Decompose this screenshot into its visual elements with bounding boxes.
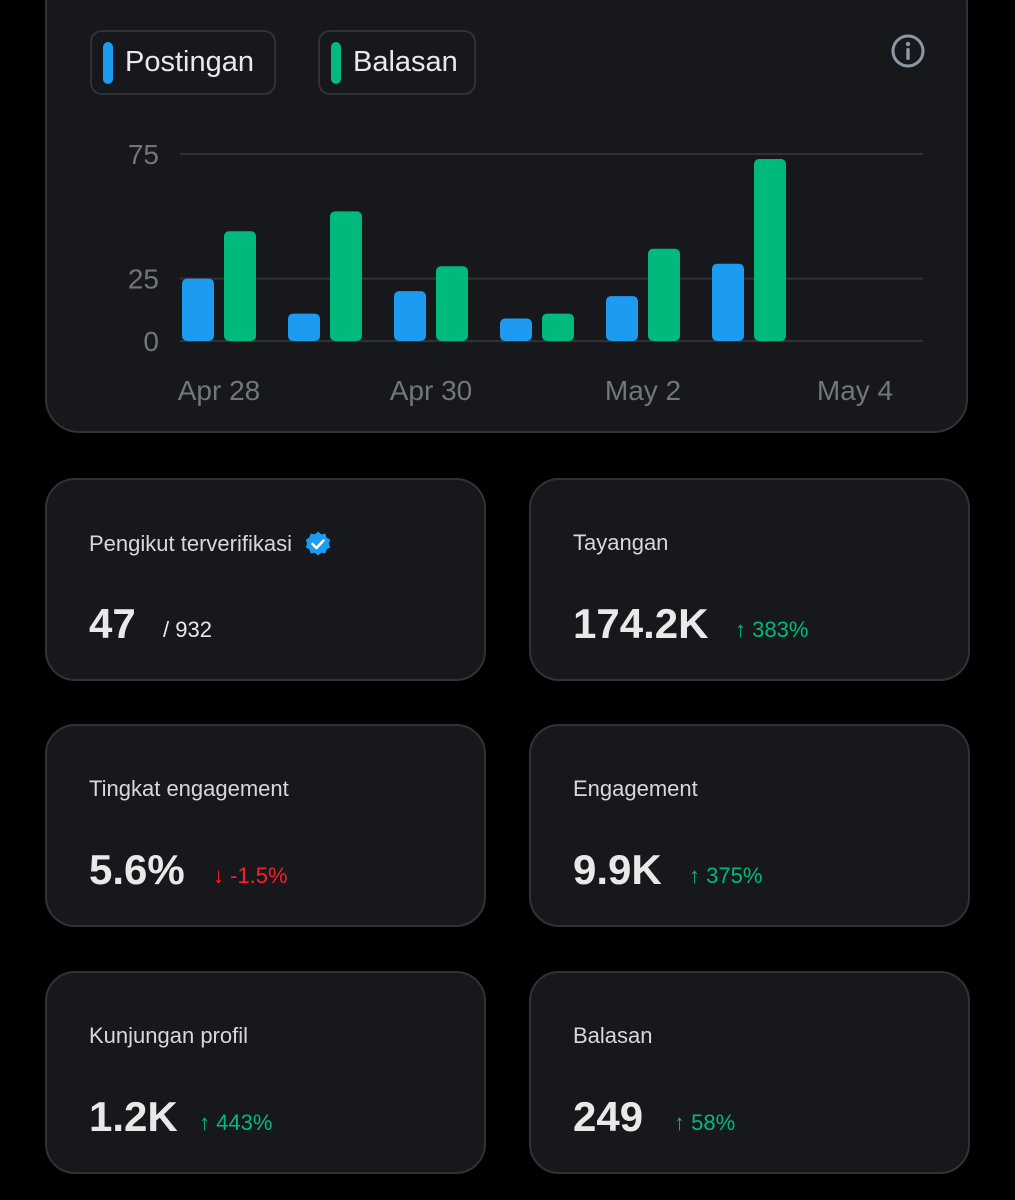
bar-balasan[interactable] (542, 313, 574, 341)
card-change: ↑ 383% (735, 617, 808, 643)
card-title: Balasan (573, 1023, 653, 1049)
bar-chart: 0 25 75 Apr 28 Apr 30 May 2 May 4 (128, 139, 923, 406)
y-tick-label: 25 (128, 264, 159, 295)
bar-postingan[interactable] (394, 291, 426, 341)
card-value: 174.2K (573, 600, 709, 647)
card-title-text: Kunjungan profil (89, 1023, 249, 1048)
change-text: 443% (216, 1110, 273, 1135)
card-views[interactable]: Tayangan 174.2K ↑ 383% (529, 478, 970, 681)
card-value: 1.2K (89, 1093, 178, 1140)
bar-postingan[interactable] (712, 263, 744, 341)
bar-balasan[interactable] (436, 266, 468, 341)
card-title-text: Tayangan (573, 530, 669, 555)
card-change: ↓ -1.5% (213, 863, 288, 889)
card-title: Pengikut terverifikasi (89, 530, 332, 558)
bar-balasan[interactable] (754, 158, 786, 341)
legend-swatch-balasan (331, 41, 341, 84)
arrow-up-icon: ↑ (674, 1110, 685, 1135)
x-tick-label: May 4 (817, 375, 893, 406)
bar-postingan[interactable] (182, 278, 214, 341)
card-title: Engagement (573, 776, 698, 802)
card-replies[interactable]: Balasan 249 ↑ 58% (529, 971, 970, 1174)
card-engagement[interactable]: Engagement 9.9K ↑ 375% (529, 724, 970, 927)
arrow-up-icon: ↑ (735, 617, 746, 642)
card-title: Tayangan (573, 530, 668, 556)
arrow-up-icon: ↑ (689, 863, 700, 888)
card-title-text: Balasan (573, 1023, 653, 1048)
x-tick-label: Apr 30 (390, 375, 473, 406)
card-value: 9.9K (573, 846, 662, 893)
card-profile-visits[interactable]: Kunjungan profil 1.2K ↑ 443% (45, 971, 486, 1174)
bar-postingan[interactable] (606, 296, 638, 341)
bar-balasan[interactable] (224, 231, 256, 341)
change-text: -1.5% (230, 863, 288, 888)
x-tick-label: Apr 28 (178, 375, 261, 406)
x-tick-label: May 2 (605, 375, 681, 406)
card-verified-followers[interactable]: Pengikut terverifikasi 47 / 932 (45, 478, 486, 681)
card-title-text: Pengikut terverifikasi (89, 531, 292, 556)
change-text: 383% (752, 617, 809, 642)
card-value: 5.6% (89, 846, 185, 893)
info-circle-icon[interactable] (890, 33, 926, 69)
card-value: 47 (89, 600, 136, 647)
card-title-text: Tingkat engagement (89, 776, 289, 801)
arrow-up-icon: ↑ (199, 1110, 210, 1135)
card-subvalue: / 932 (163, 617, 212, 642)
y-tick-label: 75 (128, 139, 159, 170)
y-tick-label: 0 (143, 326, 159, 357)
card-engagement-rate[interactable]: Tingkat engagement 5.6% ↓ -1.5% (45, 724, 486, 927)
verified-badge-icon (305, 531, 331, 556)
card-title: Kunjungan profil (89, 1023, 248, 1049)
card-change: ↑ 375% (689, 863, 762, 889)
legend-label-balasan: Balasan (353, 46, 458, 78)
legend-balasan-button[interactable]: Balasan (318, 30, 476, 95)
change-text: 58% (691, 1110, 736, 1135)
bar-postingan[interactable] (500, 318, 532, 341)
bar-balasan[interactable] (648, 248, 680, 341)
bar-balasan[interactable] (330, 211, 362, 341)
bar-postingan[interactable] (288, 313, 320, 341)
change-text: 375% (706, 863, 763, 888)
card-change: ↑ 443% (199, 1110, 272, 1136)
arrow-down-icon: ↓ (213, 863, 224, 888)
card-title: Tingkat engagement (89, 776, 289, 802)
card-value: 249 (573, 1093, 644, 1140)
legend-postingan-button[interactable]: Postingan (90, 30, 276, 95)
chart-card: Postingan Balasan 0 25 75 Apr 28 Apr 30 May 2… (45, 0, 968, 433)
legend-label-postingan: Postingan (125, 46, 254, 78)
card-title-text: Engagement (573, 776, 698, 801)
card-change: ↑ 58% (674, 1110, 735, 1136)
legend-swatch-postingan (103, 41, 113, 84)
